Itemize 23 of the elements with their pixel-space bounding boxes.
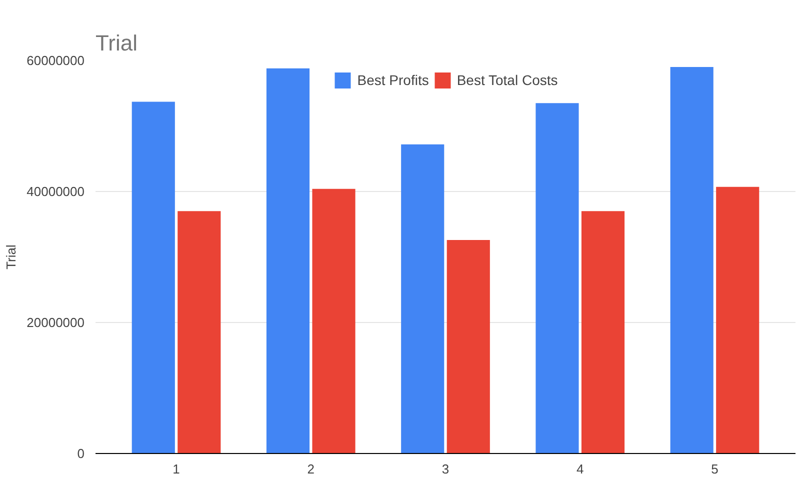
y-tick-label: 0 bbox=[77, 446, 85, 461]
bar bbox=[266, 68, 310, 454]
bar bbox=[132, 102, 175, 454]
y-tick-label: 60000000 bbox=[26, 53, 85, 68]
bar bbox=[178, 211, 221, 454]
legend-label: Best Profits bbox=[357, 72, 429, 88]
x-tick-label: 5 bbox=[711, 462, 718, 476]
x-tick-label: 2 bbox=[307, 462, 315, 476]
bar bbox=[716, 186, 760, 454]
bar bbox=[670, 67, 714, 454]
bar bbox=[581, 211, 625, 454]
y-tick-label: 40000000 bbox=[26, 184, 85, 199]
chart-title: Trial bbox=[96, 30, 138, 56]
x-tick-label: 4 bbox=[576, 462, 584, 476]
y-tick-label: 20000000 bbox=[26, 315, 85, 330]
bar bbox=[312, 188, 356, 454]
x-tick-label: 1 bbox=[172, 462, 180, 476]
legend-label: Best Total Costs bbox=[456, 72, 558, 88]
x-tick-label: 3 bbox=[442, 462, 450, 476]
bar bbox=[536, 103, 579, 454]
y-axis-title: Trial bbox=[4, 244, 19, 270]
bar bbox=[446, 240, 490, 454]
bar bbox=[401, 144, 444, 454]
